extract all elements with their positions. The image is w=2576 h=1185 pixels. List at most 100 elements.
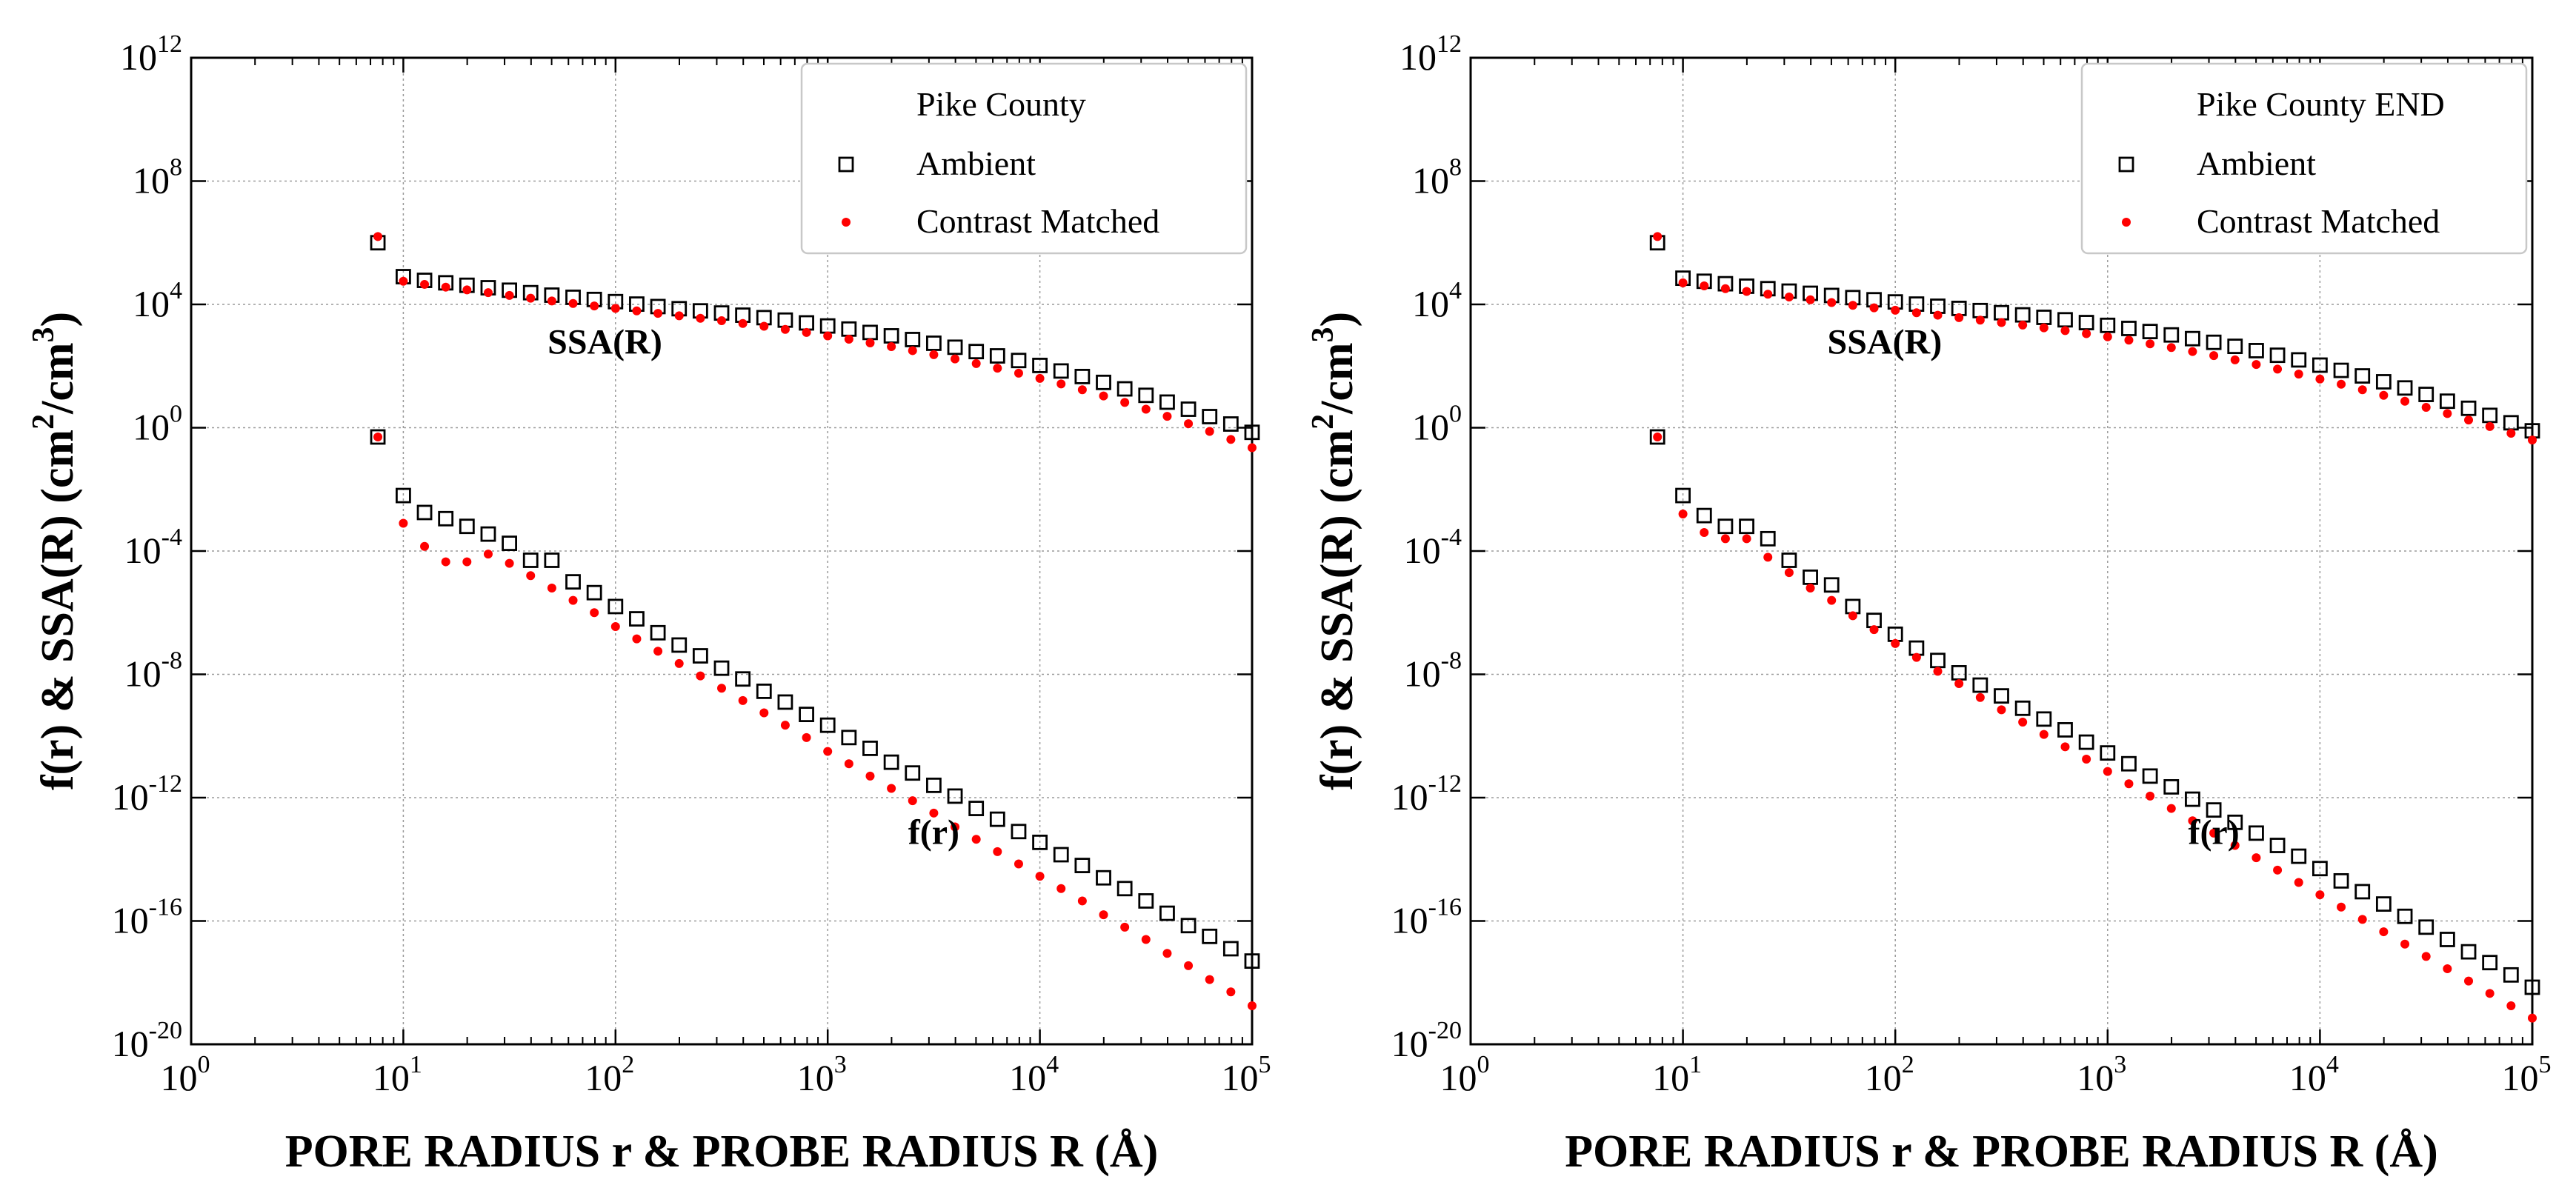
fr-point-contrast-matched (2251, 853, 2261, 863)
ssa-point-ambient (2227, 338, 2243, 355)
fr-point-contrast-matched (590, 608, 599, 618)
fr-point-contrast-matched (1056, 884, 1066, 893)
fr-point-ambient (2163, 779, 2180, 795)
fr-point-contrast-matched (929, 808, 939, 818)
y-tick-base: 10 (133, 283, 170, 324)
y-tick-label: 10-16 (112, 894, 182, 941)
y-tick-base: 10 (133, 407, 170, 448)
fr-point-ambient (544, 553, 560, 568)
ssa-point-contrast-matched (2039, 323, 2049, 333)
ssa-point-contrast-matched (2103, 332, 2112, 341)
fr-point-contrast-matched (1997, 705, 2006, 715)
x-tick-base: 10 (797, 1057, 834, 1098)
ssa-point-contrast-matched (547, 296, 556, 306)
fr-point-ambient (989, 811, 1005, 827)
ssa-point-ambient (2057, 312, 2073, 328)
ssa-point-contrast-matched (1162, 412, 1172, 421)
ssa-point-contrast-matched (1763, 290, 1773, 299)
ssa-point-contrast-matched (1653, 232, 1663, 241)
fr-point-ambient (799, 707, 814, 723)
fr-point-ambient (1180, 918, 1197, 934)
fr-point-contrast-matched (2018, 718, 2028, 727)
fr-point-ambient (608, 598, 624, 615)
ssa-point-contrast-matched (971, 358, 981, 368)
legend-label: Ambient (2197, 144, 2316, 182)
ssa-point-contrast-matched (420, 279, 430, 289)
ssa-point-ambient (2312, 357, 2328, 373)
fr-point-ambient (1845, 598, 1861, 615)
fr-point-ambient (396, 487, 411, 504)
y-tick-base: 10 (1412, 160, 1449, 201)
fr-point-contrast-matched (993, 847, 1002, 856)
ssa-point-contrast-matched (1226, 435, 1236, 444)
y-tick-label: 10-4 (124, 524, 182, 571)
ssa-point-ambient (2036, 310, 2052, 325)
ssa-point-ambient (2142, 324, 2158, 340)
ssa-point-ambient (905, 332, 921, 347)
ssa-point-contrast-matched (483, 288, 493, 298)
ssa-point-contrast-matched (632, 306, 642, 316)
fr-point-ambient (862, 741, 878, 756)
ssa-point-contrast-matched (1700, 281, 1709, 291)
fr-point-contrast-matched (2166, 804, 2176, 813)
x-tick-base: 10 (1440, 1057, 1477, 1098)
fr-point-ambient (2057, 722, 2073, 738)
y-tick-label: 104 (133, 277, 182, 324)
fr-point-ambient (2078, 734, 2094, 750)
fr-point-ambient (1675, 487, 1691, 504)
ssa-point-contrast-matched (2379, 390, 2389, 400)
y-tick-label: 10-4 (1404, 524, 1462, 571)
fr-point-ambient (926, 777, 942, 793)
fr-point-contrast-matched (526, 571, 536, 581)
fr-point-ambient (2460, 944, 2477, 960)
fr-point-ambient (438, 510, 454, 527)
y-tick-label: 10-20 (1391, 1017, 1462, 1064)
x-tick-base: 10 (1652, 1057, 1689, 1098)
ssa-point-contrast-matched (568, 298, 578, 308)
fr-point-ambient (629, 611, 645, 627)
fr-point-ambient (2524, 979, 2540, 995)
x-tick-label: 100 (1440, 1051, 1490, 1098)
fr-point-contrast-matched (1954, 678, 1964, 688)
fr-point-ambient (2249, 825, 2264, 841)
ssa-point-ambient (2269, 347, 2286, 364)
ssa-point-contrast-matched (865, 338, 875, 348)
fr-point-contrast-matched (653, 647, 663, 656)
x-tick-labels: 100 101 102 103 104 105 (161, 1051, 1271, 1098)
ssa-point-contrast-matched (1975, 316, 1985, 325)
fr-point-ambient (1823, 577, 1840, 593)
y-tick-exp: -20 (149, 1017, 182, 1044)
fr-point-contrast-matched (887, 784, 896, 793)
ssa-point-contrast-matched (717, 316, 726, 326)
ssa-point-contrast-matched (610, 304, 620, 313)
fr-point-ambient (1222, 941, 1239, 957)
ssa-point-ambient (2397, 380, 2413, 396)
ssa-point-contrast-matched (780, 324, 790, 334)
y-tick-label: 10-8 (124, 647, 182, 695)
fr-point-ambient (841, 730, 857, 746)
ssa-point-contrast-matched (2209, 351, 2219, 361)
fr-point-contrast-matched (1035, 872, 1045, 881)
ssa-point-ambient (2482, 407, 2498, 424)
y-title-part: f(r) & SSA(R) (cm (33, 430, 83, 790)
fr-point-ambient (819, 717, 836, 733)
y-tick-exp: -12 (1428, 770, 1462, 798)
fr-point-contrast-matched (2273, 865, 2283, 875)
fr-point-ambient (1011, 824, 1027, 840)
ssa-point-ambient (2249, 343, 2264, 358)
fr-point-contrast-matched (1014, 859, 1023, 869)
ssa-point-ambient (2460, 400, 2477, 416)
y-tick-label: 104 (1412, 277, 1462, 324)
ssa-point-contrast-matched (823, 331, 833, 341)
y-tick-exp: 4 (1449, 277, 1462, 304)
y-title-part: f(r) & SSA(R) (cm (1312, 430, 1362, 790)
ssa-point-contrast-matched (1784, 293, 1794, 302)
fr-point-contrast-matched (780, 721, 790, 730)
fr-point-ambient (1138, 893, 1154, 909)
ssa-point-contrast-matched (2528, 435, 2537, 445)
x-tick-label: 101 (373, 1051, 422, 1098)
ssa-point-ambient (1951, 301, 1967, 316)
ssa-point-contrast-matched (2251, 360, 2261, 370)
y-tick-base: 10 (1412, 283, 1449, 324)
